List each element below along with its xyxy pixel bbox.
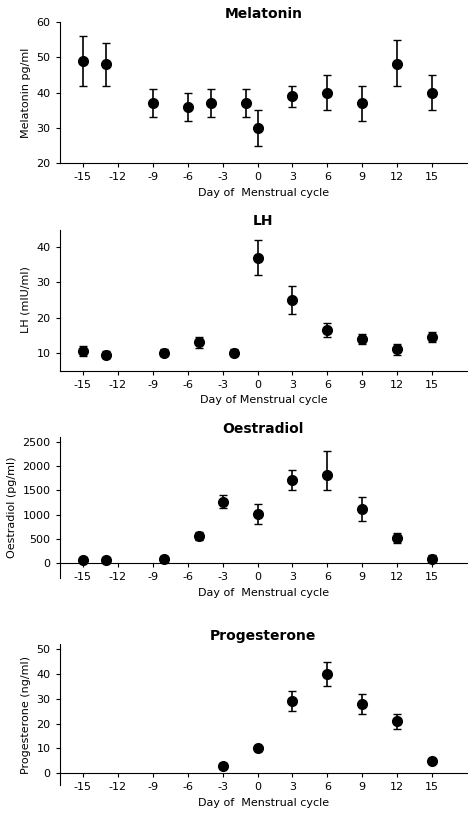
Y-axis label: Progesterone (ng/ml): Progesterone (ng/ml)	[21, 656, 31, 774]
Y-axis label: Melatonin pg/ml: Melatonin pg/ml	[21, 47, 31, 138]
X-axis label: Day of  Menstrual cycle: Day of Menstrual cycle	[198, 588, 329, 598]
Title: Melatonin: Melatonin	[224, 7, 302, 21]
Y-axis label: Oestradiol (pg/ml): Oestradiol (pg/ml)	[7, 456, 17, 558]
Title: LH: LH	[253, 214, 273, 228]
X-axis label: Day of Menstrual cycle: Day of Menstrual cycle	[200, 395, 327, 405]
Title: Oestradiol: Oestradiol	[223, 422, 304, 436]
Y-axis label: LH (mIU/ml): LH (mIU/ml)	[21, 267, 31, 333]
X-axis label: Day of  Menstrual cycle: Day of Menstrual cycle	[198, 798, 329, 808]
Title: Progesterone: Progesterone	[210, 629, 317, 643]
X-axis label: Day of  Menstrual cycle: Day of Menstrual cycle	[198, 187, 329, 198]
